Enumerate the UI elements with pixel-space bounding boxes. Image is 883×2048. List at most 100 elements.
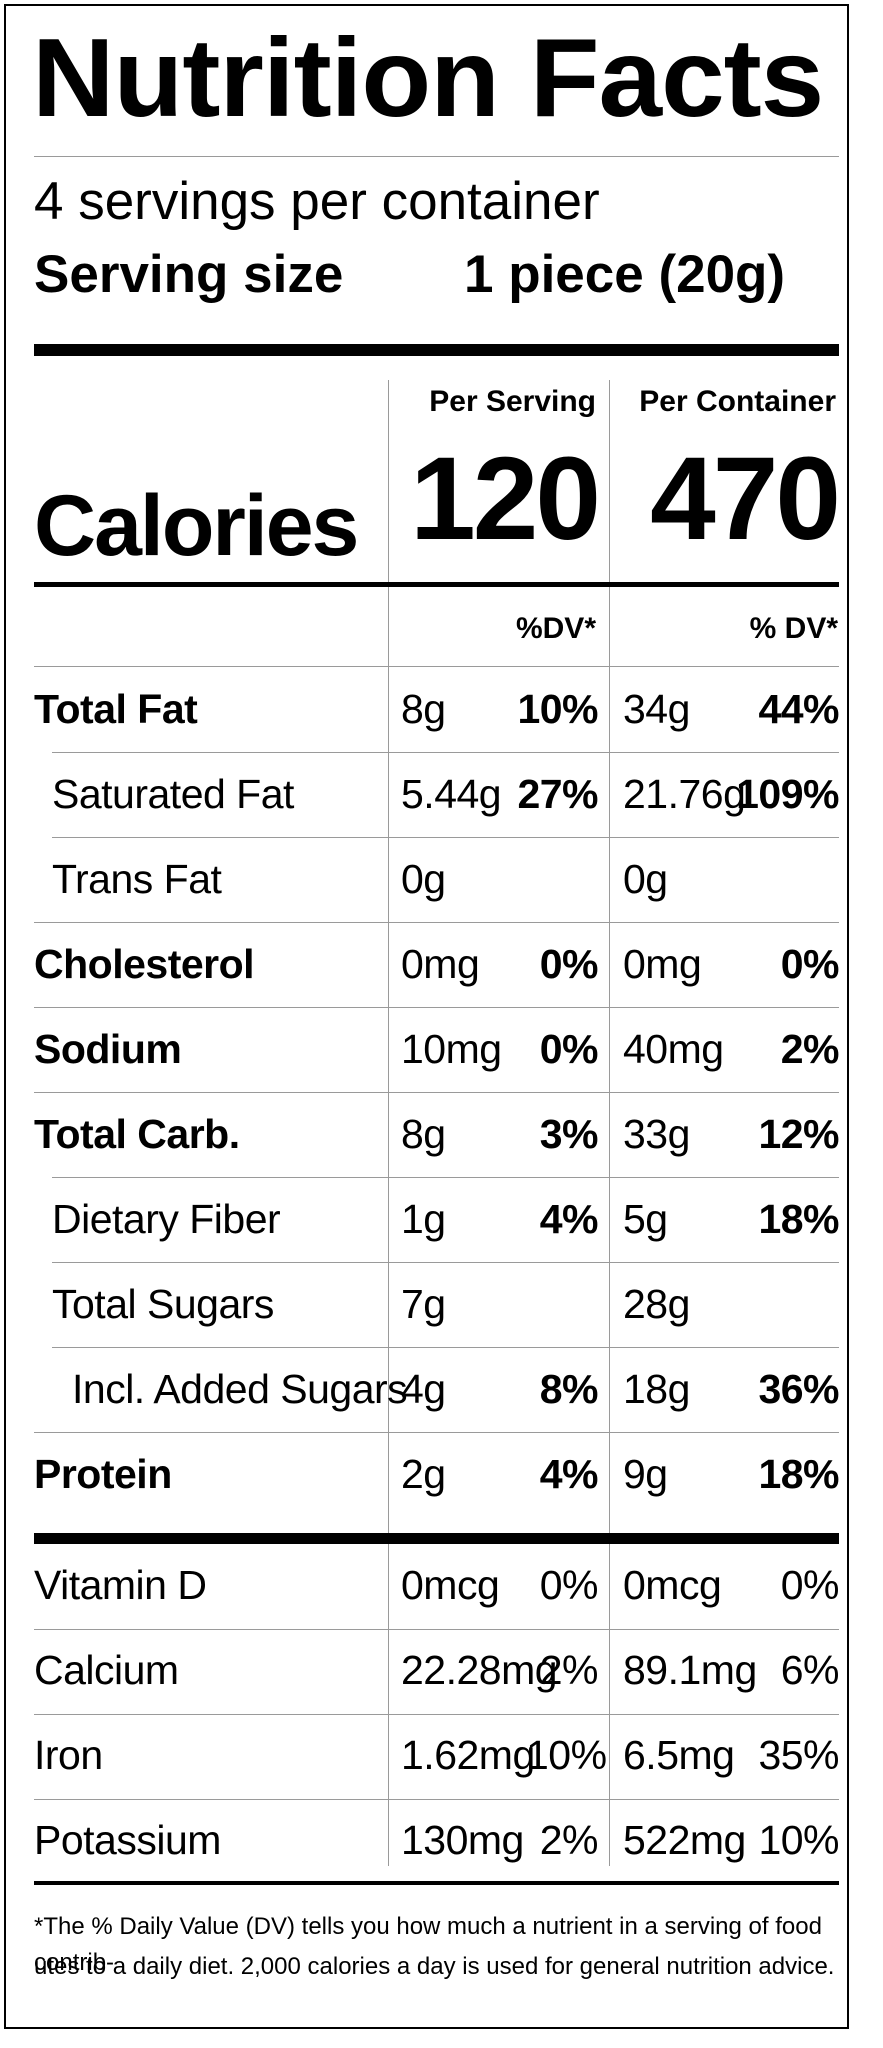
per-container-header: Per Container bbox=[639, 385, 836, 418]
serving-dv: 3% bbox=[539, 1111, 599, 1157]
nutrient-row-divider bbox=[52, 1262, 839, 1263]
container-amount: 33g bbox=[623, 1111, 690, 1157]
dv-header-divider bbox=[34, 666, 839, 667]
vitamin-container-amount: 0mcg bbox=[623, 1562, 722, 1608]
serving-amount: 4g bbox=[401, 1366, 446, 1412]
container-amount: 0g bbox=[623, 856, 668, 902]
per-serving-header: Per Serving bbox=[429, 385, 596, 418]
calories-label: Calories bbox=[34, 478, 359, 574]
vitamin-container-dv: 6% bbox=[780, 1647, 840, 1693]
container-dv: 109% bbox=[736, 771, 839, 817]
vitamin-container-dv: 10% bbox=[758, 1817, 839, 1863]
vitamin-serving-amount: 1.62mg bbox=[401, 1732, 535, 1778]
serving-amount: 1g bbox=[401, 1196, 446, 1242]
vitamin-serving-amount: 22.28mg bbox=[401, 1647, 558, 1693]
container-dv: 18% bbox=[758, 1196, 839, 1242]
column-divider-2 bbox=[609, 380, 610, 1866]
vitamin-container-dv: 0% bbox=[780, 1562, 840, 1608]
nutrient-name: Sodium bbox=[34, 1026, 182, 1072]
serving-amount: 0g bbox=[401, 856, 446, 902]
nutrient-name: Total Sugars bbox=[52, 1281, 274, 1327]
nutrient-name: Total Carb. bbox=[34, 1111, 240, 1157]
serving-dv: 4% bbox=[539, 1451, 599, 1497]
title-divider bbox=[34, 156, 839, 157]
nutrient-name: Incl. Added Sugars bbox=[72, 1366, 408, 1412]
serving-dv: 8% bbox=[539, 1366, 599, 1412]
footnote-line-2: utes to a daily diet. 2,000 calories a d… bbox=[34, 1953, 835, 1980]
nutrient-row-divider bbox=[52, 837, 839, 838]
container-amount: 34g bbox=[623, 686, 690, 732]
container-dv: 36% bbox=[758, 1366, 839, 1412]
nutrient-name: Total Fat bbox=[34, 686, 198, 732]
vitamin-row-divider bbox=[34, 1799, 839, 1800]
vitamin-container-amount: 6.5mg bbox=[623, 1732, 735, 1778]
container-dv: 0% bbox=[780, 941, 840, 987]
container-amount: 21.76g bbox=[623, 771, 746, 817]
serving-size-label: Serving size bbox=[34, 245, 344, 304]
nutrient-name: Dietary Fiber bbox=[52, 1196, 281, 1242]
container-amount: 9g bbox=[623, 1451, 668, 1497]
nutrient-name: Cholesterol bbox=[34, 941, 255, 987]
container-dv: 18% bbox=[758, 1451, 839, 1497]
nutrient-row-divider bbox=[34, 1007, 839, 1008]
calories-divider bbox=[34, 582, 839, 587]
vitamin-container-amount: 522mg bbox=[623, 1817, 746, 1863]
vitamin-name: Vitamin D bbox=[34, 1562, 207, 1608]
thick-divider-top bbox=[34, 344, 839, 356]
container-amount: 0mg bbox=[623, 941, 702, 987]
vitamin-row-divider bbox=[34, 1629, 839, 1630]
calories-per-container: 470 bbox=[650, 433, 841, 565]
nutrient-name: Saturated Fat bbox=[52, 771, 294, 817]
container-amount: 40mg bbox=[623, 1026, 724, 1072]
serving-dv: 0% bbox=[539, 941, 599, 987]
nutrient-name: Trans Fat bbox=[52, 856, 222, 902]
nutrient-row-divider bbox=[52, 752, 839, 753]
serving-amount: 7g bbox=[401, 1281, 446, 1327]
serving-amount: 2g bbox=[401, 1451, 446, 1497]
servings-per-container: 4 servings per container bbox=[34, 172, 600, 231]
calories-per-serving: 120 bbox=[410, 433, 601, 565]
vitamin-row-divider bbox=[34, 1714, 839, 1715]
vitamin-serving-dv: 10% bbox=[526, 1732, 607, 1778]
dv-header-container: % DV* bbox=[749, 612, 838, 645]
container-amount: 5g bbox=[623, 1196, 668, 1242]
serving-dv: 0% bbox=[539, 1026, 599, 1072]
footnote-line-1: *The % Daily Value (DV) tells you how mu… bbox=[34, 1913, 822, 1976]
serving-dv: 4% bbox=[539, 1196, 599, 1242]
container-dv: 12% bbox=[758, 1111, 839, 1157]
vitamin-name: Iron bbox=[34, 1732, 103, 1778]
dv-header-serving: %DV* bbox=[515, 612, 596, 645]
vitamin-serving-dv: 0% bbox=[539, 1562, 599, 1608]
container-dv: 2% bbox=[780, 1026, 840, 1072]
vitamin-serving-dv: 2% bbox=[539, 1647, 599, 1693]
vitamin-serving-amount: 0mcg bbox=[401, 1562, 500, 1608]
vitamin-container-dv: 35% bbox=[758, 1732, 839, 1778]
serving-amount: 8g bbox=[401, 686, 446, 732]
serving-size: Serving size 1 piece (20g) bbox=[34, 243, 785, 307]
nutrient-name: Protein bbox=[34, 1451, 172, 1497]
vitamin-serving-dv: 2% bbox=[539, 1817, 599, 1863]
nutrient-row-divider bbox=[34, 1432, 839, 1433]
serving-amount: 8g bbox=[401, 1111, 446, 1157]
thick-divider-vitamins bbox=[34, 1533, 839, 1544]
container-dv: 44% bbox=[758, 686, 839, 732]
footnote-divider bbox=[34, 1881, 839, 1885]
serving-dv: 27% bbox=[517, 771, 598, 817]
serving-size-value: 1 piece (20g) bbox=[464, 245, 786, 304]
nutrient-row-divider bbox=[52, 1347, 839, 1348]
vitamin-container-amount: 89.1mg bbox=[623, 1647, 757, 1693]
container-amount: 18g bbox=[623, 1366, 690, 1412]
serving-amount: 5.44g bbox=[401, 771, 502, 817]
nutrient-row-divider bbox=[34, 1092, 839, 1093]
vitamin-serving-amount: 130mg bbox=[401, 1817, 524, 1863]
nutrition-facts-label: Nutrition Facts 4 servings per container… bbox=[4, 4, 849, 2029]
serving-amount: 10mg bbox=[401, 1026, 502, 1072]
container-amount: 28g bbox=[623, 1281, 690, 1327]
column-divider-1 bbox=[388, 380, 389, 1866]
nutrient-row-divider bbox=[52, 1177, 839, 1178]
vitamin-name: Calcium bbox=[34, 1647, 179, 1693]
serving-amount: 0mg bbox=[401, 941, 480, 987]
serving-dv: 10% bbox=[517, 686, 598, 732]
label-title: Nutrition Facts bbox=[32, 16, 824, 140]
nutrient-row-divider bbox=[34, 922, 839, 923]
